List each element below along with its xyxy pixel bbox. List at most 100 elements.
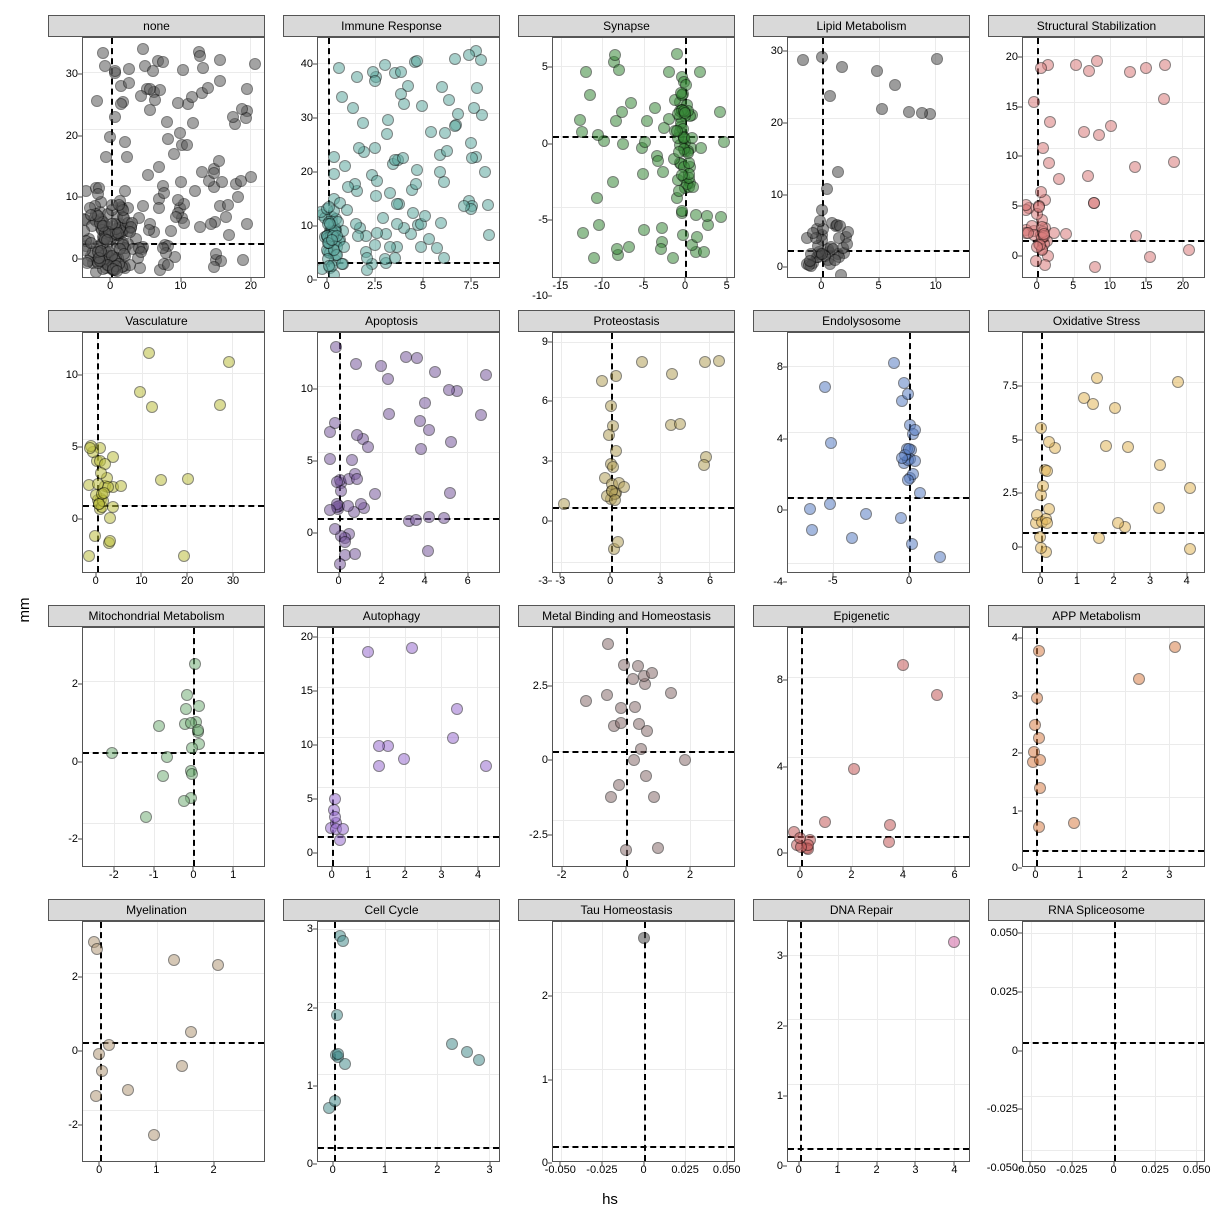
scatter-point [934, 551, 946, 563]
x-ticks: 01020 [82, 278, 265, 296]
scatter-point [1035, 62, 1047, 74]
x-tick-label: -15 [552, 280, 568, 292]
facet-panel: Metal Binding and Homeostasis-2.502.5-20… [518, 605, 735, 886]
x-tick-label: 3 [912, 1164, 918, 1176]
y-tick-label: -2 [68, 833, 78, 845]
scatter-point [824, 90, 836, 102]
scatter-point [441, 145, 453, 157]
scatter-point [369, 75, 381, 87]
scatter-point [1044, 116, 1056, 128]
y-ticks: -10-505 [518, 37, 552, 296]
gridline-v [233, 628, 234, 867]
y-tick-label: 0 [1012, 1045, 1018, 1057]
x-ticks: -3036 [552, 573, 735, 591]
scatter-point [332, 1048, 344, 1060]
scatter-point [144, 104, 156, 116]
scatter-point [143, 347, 155, 359]
scatter-point [1029, 719, 1041, 731]
scatter-point [329, 417, 341, 429]
scatter-point [161, 751, 173, 763]
y-tick-label: 0 [307, 274, 313, 286]
gridline-h [788, 677, 969, 678]
gridline-h [1023, 102, 1204, 103]
y-tick-label: 2 [307, 1002, 313, 1014]
scatter-point [186, 742, 198, 754]
scatter-point [352, 230, 364, 242]
y-ticks: 0102030 [48, 37, 82, 296]
x-ticks: 01234 [1022, 573, 1205, 591]
x-tick-label: 2.5 [367, 280, 382, 292]
gridline-v [690, 628, 691, 867]
panel-title-strip: Vasculature [48, 310, 265, 332]
scatter-point [1030, 255, 1042, 267]
gridline-v [477, 628, 478, 867]
scatter-point [135, 246, 147, 258]
gridline-h [318, 1074, 499, 1075]
scatter-point [241, 218, 253, 230]
scatter-point [804, 503, 816, 515]
scatter-point [1083, 65, 1095, 77]
y-tick-label: 0 [307, 1158, 313, 1170]
scatter-point [144, 83, 156, 95]
scatter-point [369, 239, 381, 251]
scatter-point [84, 442, 96, 454]
scatter-point [118, 248, 130, 260]
panel-title-strip: RNA Spliceosome [988, 899, 1205, 921]
scatter-point [666, 368, 678, 380]
y-tick-label: 0.050 [990, 927, 1018, 939]
scatter-point [212, 959, 224, 971]
scatter-point [906, 538, 918, 550]
x-tick-label: -5 [828, 575, 838, 587]
scatter-point [96, 1065, 108, 1077]
scatter-point [1037, 480, 1049, 492]
gridline-v [602, 38, 603, 277]
y-tick-label: 4 [1012, 632, 1018, 644]
scatter-point [584, 89, 596, 101]
y-tick-label: 9 [542, 336, 548, 348]
scatter-point [698, 459, 710, 471]
plot-area [787, 37, 970, 278]
gridline-v [1150, 333, 1151, 572]
reference-line-v [644, 922, 646, 1161]
gridline-h [553, 66, 734, 67]
gridline-v [852, 628, 853, 867]
x-ticks: 01234 [787, 1162, 970, 1180]
scatter-point [89, 530, 101, 542]
scatter-point [436, 81, 448, 93]
scatter-point [328, 168, 340, 180]
scatter-point [235, 175, 247, 187]
scatter-point [675, 87, 687, 99]
x-ticks: 02.557.5 [317, 278, 500, 296]
scatter-point [446, 1038, 458, 1050]
scatter-point [618, 481, 630, 493]
y-ticks: -30369 [518, 332, 552, 591]
x-tick-label: 3 [438, 869, 444, 881]
scatter-point [816, 204, 828, 216]
scatter-point [411, 352, 423, 364]
scatter-point [423, 424, 435, 436]
scatter-point [346, 454, 358, 466]
scatter-point [1043, 436, 1055, 448]
scatter-point [429, 366, 441, 378]
scatter-point [435, 217, 447, 229]
scatter-point [658, 122, 670, 134]
x-tick-label: 0 [607, 575, 613, 587]
gridline-v [833, 333, 834, 572]
facet-panel: Mitochondrial Metabolism-202-2-101 [48, 605, 265, 886]
scatter-point [334, 558, 346, 570]
scatter-point [674, 418, 686, 430]
gridline-h [553, 820, 734, 821]
panel-title-strip: Epigenetic [753, 605, 970, 627]
scatter-point [667, 252, 679, 264]
x-ticks: 0123 [1022, 867, 1205, 885]
scatter-point [237, 254, 249, 266]
scatter-point [656, 222, 668, 234]
y-tick-label: 4 [777, 433, 783, 445]
scatter-point [884, 819, 896, 831]
scatter-point [443, 384, 455, 396]
scatter-point [193, 700, 205, 712]
gridline-h [83, 439, 264, 440]
gridline-v [437, 922, 438, 1161]
scatter-point [395, 66, 407, 78]
scatter-point [718, 136, 730, 148]
